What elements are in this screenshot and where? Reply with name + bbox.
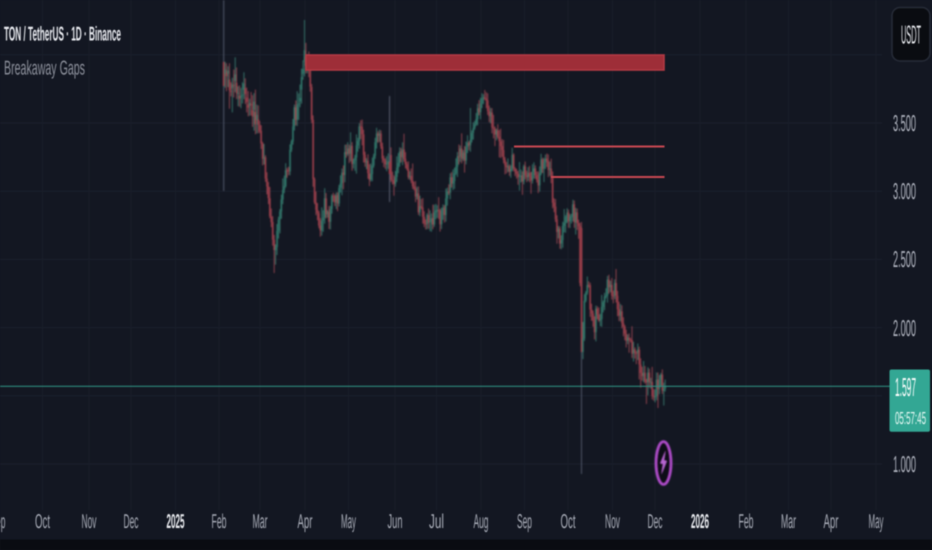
svg-text:Dec: Dec bbox=[124, 511, 139, 533]
svg-text:Sep: Sep bbox=[0, 511, 6, 533]
svg-text:May: May bbox=[341, 511, 356, 533]
svg-text:1.597: 1.597 bbox=[895, 372, 916, 402]
svg-text:3.500: 3.500 bbox=[893, 110, 916, 136]
svg-text:Jul: Jul bbox=[429, 511, 444, 533]
svg-text:Mar: Mar bbox=[253, 511, 268, 533]
svg-text:2026: 2026 bbox=[691, 511, 709, 533]
svg-text:Sep: Sep bbox=[517, 511, 532, 533]
svg-text:TON / TetherUS · 1D · Binance: TON / TetherUS · 1D · Binance bbox=[4, 24, 121, 46]
svg-text:Apr: Apr bbox=[298, 511, 313, 533]
svg-text:Mar: Mar bbox=[781, 511, 796, 533]
svg-text:Oct: Oct bbox=[561, 511, 576, 533]
svg-text:05:57:45: 05:57:45 bbox=[895, 408, 926, 428]
svg-text:Apr: Apr bbox=[824, 511, 839, 533]
svg-text:Nov: Nov bbox=[82, 511, 97, 533]
svg-text:Nov: Nov bbox=[605, 511, 620, 533]
svg-text:2.000: 2.000 bbox=[893, 315, 916, 341]
svg-text:Jun: Jun bbox=[388, 511, 403, 533]
svg-text:Feb: Feb bbox=[739, 511, 754, 533]
svg-text:3.000: 3.000 bbox=[893, 178, 916, 204]
svg-text:Dec: Dec bbox=[648, 511, 663, 533]
svg-text:2025: 2025 bbox=[167, 511, 185, 533]
svg-text:Breakaway Gaps: Breakaway Gaps bbox=[4, 58, 85, 80]
svg-text:Oct: Oct bbox=[35, 511, 50, 533]
svg-text:Feb: Feb bbox=[212, 511, 227, 533]
svg-text:2.500: 2.500 bbox=[893, 246, 916, 272]
svg-text:Aug: Aug bbox=[474, 511, 489, 533]
svg-text:USDT: USDT bbox=[901, 20, 921, 50]
svg-text:May: May bbox=[869, 511, 884, 533]
svg-text:1.000: 1.000 bbox=[893, 451, 916, 477]
